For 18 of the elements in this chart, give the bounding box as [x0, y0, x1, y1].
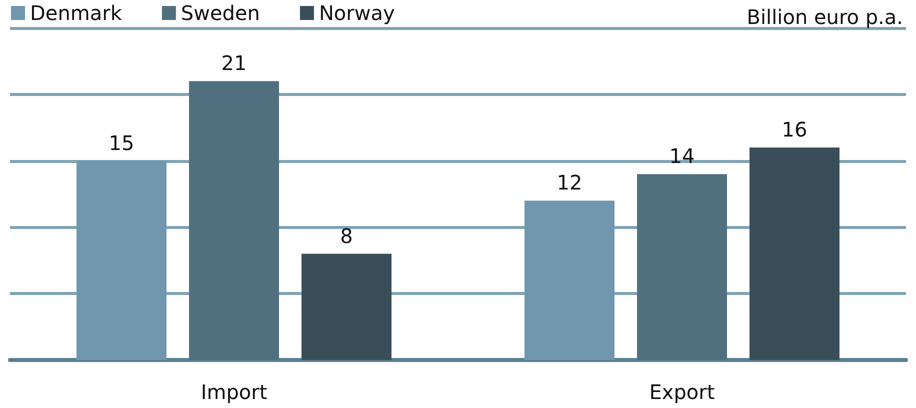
y-axis-title: Billion euro p.a. — [746, 5, 904, 29]
data-label: 16 — [782, 118, 808, 142]
x-tick-label: Import — [200, 380, 268, 404]
legend-label: Denmark — [30, 1, 122, 25]
data-label: 15 — [108, 130, 134, 155]
data-label: 14 — [669, 144, 695, 168]
x-tick-label: Export — [649, 380, 715, 404]
legend-label: Norway — [318, 1, 395, 25]
bar — [524, 200, 614, 360]
data-label: 12 — [556, 170, 582, 195]
bar — [76, 160, 166, 360]
bar — [637, 174, 727, 360]
legend-label: Sweden — [180, 1, 260, 25]
bar — [302, 254, 392, 360]
bar — [189, 81, 279, 360]
data-label: 21 — [221, 51, 247, 76]
data-label: 8 — [340, 224, 353, 248]
bar — [750, 148, 840, 360]
